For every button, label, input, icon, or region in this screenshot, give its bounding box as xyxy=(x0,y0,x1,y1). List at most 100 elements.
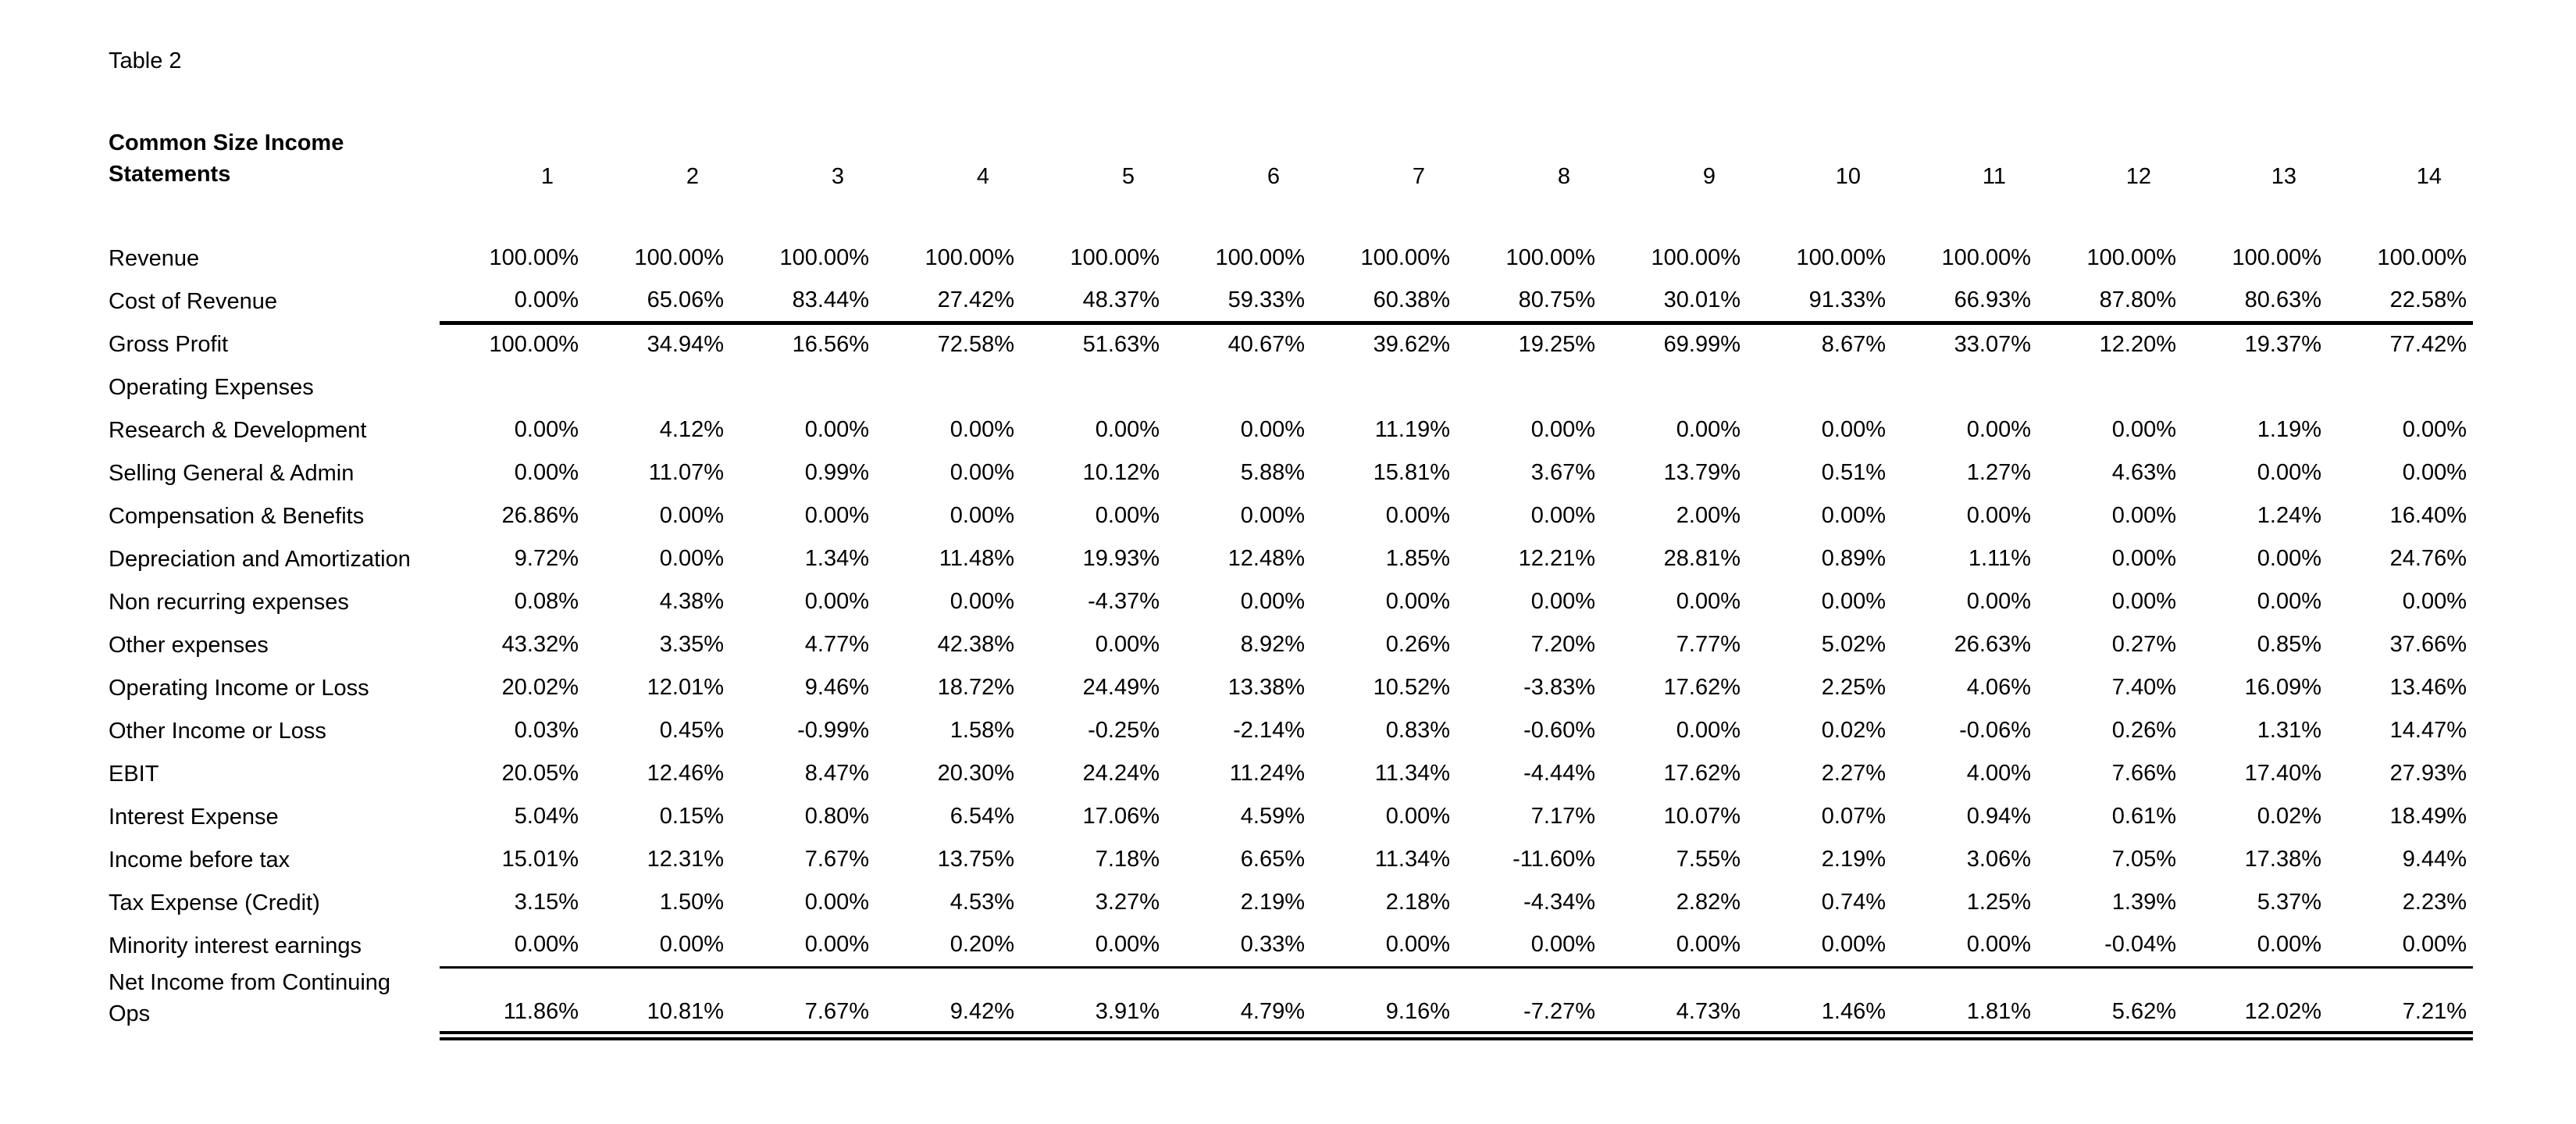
cell-value: 0.00% xyxy=(1385,589,1450,614)
cell-value: 91.33% xyxy=(1747,280,1892,325)
table-row: EBIT 20.05% 12.46% 8.47% 20.30% 24.24% 11.24% 1… xyxy=(109,752,2473,795)
cell-value: 15.01% xyxy=(501,847,579,872)
table-row: Net Income from Continuing Ops 11.86% 10.8… xyxy=(109,967,2473,1040)
cell-value: 15.81% xyxy=(1373,460,1450,485)
cell-value: 5.04% xyxy=(514,804,579,829)
row-label: Income before tax xyxy=(109,847,290,872)
cell-value: 3.67% xyxy=(1530,460,1595,485)
cell-value: 0.00% xyxy=(1530,503,1595,528)
cell-value: 1.31% xyxy=(2257,718,2321,743)
cell-value: 1.81% xyxy=(1892,967,2037,1040)
cell-value: 87.80% xyxy=(2037,280,2182,325)
cell-value: 11.34% xyxy=(1374,761,1450,786)
cell-value: 100.00% xyxy=(1215,245,1306,270)
cell-value: 66.93% xyxy=(1892,280,2037,325)
row-label: Depreciation and Amortization xyxy=(109,546,411,572)
cell-value: 17.06% xyxy=(1082,804,1160,829)
cell-value: -4.34% xyxy=(1523,890,1595,915)
cell-value: 17.62% xyxy=(1663,675,1740,700)
cell-value: 26.86% xyxy=(501,503,579,528)
cell-value: 0.00% xyxy=(1676,417,1740,442)
cell-value: 13.79% xyxy=(1663,460,1740,485)
cell-value: 0.00% xyxy=(950,503,1014,528)
cell-value xyxy=(1892,366,2037,409)
cell-value: 0.00% xyxy=(514,417,579,442)
cell-value: 2.18% xyxy=(1385,890,1450,915)
cell-value: 0.08% xyxy=(514,589,579,614)
cell-value: 12.46% xyxy=(647,761,724,786)
cell-value: 30.01% xyxy=(1602,280,1747,325)
table-row: Other Income or Loss 0.03% 0.45% -0.99% 1.58… xyxy=(109,709,2473,752)
row-label: Non recurring expenses xyxy=(109,589,349,615)
table-row: Operating Income or Loss 20.02% 12.01% 9.46… xyxy=(109,666,2473,709)
cell-value: 20.05% xyxy=(501,761,579,786)
table-row: Tax Expense (Credit) 3.15% 1.50% 0.00% 4.53%… xyxy=(109,881,2473,924)
cell-value: 0.00% xyxy=(1966,417,2031,442)
cell-value: 10.12% xyxy=(1082,460,1160,485)
cell-value: 7.18% xyxy=(1095,847,1160,872)
table-row: Revenue 100.00% 100.00% 100.00% 100.00% 100.0… xyxy=(109,237,2473,280)
cell-value: 4.59% xyxy=(1240,804,1305,829)
cell-value: 100.00% xyxy=(1941,245,2032,270)
cell-value: 0.00% xyxy=(1385,503,1450,528)
cell-value: 0.26% xyxy=(2111,718,2176,743)
cell-value: 1.50% xyxy=(659,890,724,915)
cell-value: 0.27% xyxy=(2111,632,2176,657)
cell-value: 9.16% xyxy=(1311,967,1456,1040)
row-label: EBIT xyxy=(109,761,159,787)
cell-value: 4.79% xyxy=(1166,967,1311,1040)
cell-value: 2.25% xyxy=(1821,675,1886,700)
cell-value: 0.00% xyxy=(2402,460,2467,485)
cell-value: 24.76% xyxy=(2389,546,2467,571)
cell-value: 0.20% xyxy=(875,924,1021,969)
cell-value: 4.73% xyxy=(1602,967,1747,1040)
cell-value: 69.99% xyxy=(1663,332,1740,358)
cell-value: 0.51% xyxy=(1821,460,1886,485)
row-label: Operating Expenses xyxy=(109,374,314,400)
cell-value: 3.91% xyxy=(1021,967,1166,1040)
cell-value: 13.38% xyxy=(1227,675,1305,700)
cell-value: 0.07% xyxy=(1821,804,1886,829)
cell-value: 0.00% xyxy=(1530,417,1595,442)
cell-value xyxy=(2182,366,2328,409)
period-column-header: 9 xyxy=(1702,164,1716,189)
cell-value: 7.55% xyxy=(1676,847,1740,872)
table-row: Interest Expense 5.04% 0.15% 0.80% 6.54% 17.0… xyxy=(109,795,2473,838)
cell-value: -2.14% xyxy=(1233,718,1305,743)
cell-value: 1.19% xyxy=(2257,417,2321,442)
cell-value: 0.02% xyxy=(1821,718,1886,743)
cell-value: 0.00% xyxy=(2111,503,2176,528)
cell-value: 0.00% xyxy=(659,546,724,571)
cell-value: 11.24% xyxy=(1229,761,1305,786)
cell-value: 77.42% xyxy=(2389,332,2467,358)
cell-value: 8.47% xyxy=(804,761,869,786)
cell-value: 12.48% xyxy=(1227,546,1305,571)
row-label: Tax Expense (Credit) xyxy=(109,890,320,915)
cell-value: 0.00% xyxy=(1821,417,1886,442)
cell-value: -0.99% xyxy=(797,718,869,743)
cell-value: 0.74% xyxy=(1821,890,1886,915)
cell-value: 39.62% xyxy=(1373,332,1450,358)
table-row: Research & Development 0.00% 4.12% 0.00% 0.0… xyxy=(109,409,2473,451)
cell-value: 9.44% xyxy=(2402,847,2467,872)
cell-value: 0.00% xyxy=(514,460,579,485)
cell-value: 100.00% xyxy=(489,245,579,270)
cell-value: 2.27% xyxy=(1821,761,1886,786)
cell-value: 10.07% xyxy=(1663,804,1740,829)
cell-value: 0.00% xyxy=(2111,589,2176,614)
cell-value: 2.19% xyxy=(1240,890,1305,915)
cell-value: 0.00% xyxy=(1240,589,1305,614)
table-row: Compensation & Benefits 26.86% 0.00% 0.00% 0… xyxy=(109,494,2473,537)
cell-value: 24.24% xyxy=(1082,761,1160,786)
cell-value xyxy=(875,366,1021,409)
cell-value: 1.11% xyxy=(1968,546,2031,571)
cell-value: -0.04% xyxy=(2037,924,2182,969)
cell-value: 3.27% xyxy=(1095,890,1160,915)
row-label: Gross Profit xyxy=(109,331,229,357)
cell-value xyxy=(440,366,585,409)
cell-value: 0.00% xyxy=(1095,503,1160,528)
cell-value: 100.00% xyxy=(1360,245,1451,270)
cell-value: 100.00% xyxy=(1651,245,1741,270)
cell-value: 12.20% xyxy=(2099,332,2176,358)
cell-value: 0.99% xyxy=(804,460,869,485)
